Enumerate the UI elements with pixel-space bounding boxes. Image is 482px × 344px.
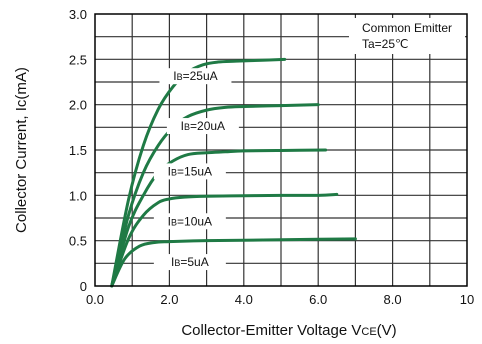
curve-label: IB=5uA [171, 255, 209, 269]
y-tick-label: 0 [80, 279, 87, 294]
ic-curve [110, 237, 357, 288]
ic-curve [110, 103, 320, 288]
x-tick-label: 6.0 [309, 292, 327, 307]
curve-label: IB=25uA [173, 69, 217, 83]
y-tick-label: 1.0 [69, 188, 87, 203]
y-tick-labels: 0 0.5 1.0 1.5 2.0 2.5 3.0 [69, 7, 87, 294]
x-tick-label: 10 [460, 292, 474, 307]
x-tick-label: 0.0 [86, 292, 104, 307]
y-tick-label: 0.5 [69, 234, 87, 249]
annotation-line-1: Common Emitter [362, 21, 452, 35]
annotation-background [349, 18, 465, 54]
curve-label-background [153, 254, 226, 271]
curve-label: IB=20uA [181, 119, 225, 133]
x-tick-label: 8.0 [384, 292, 402, 307]
curve-label-background [159, 68, 232, 85]
curve-label-background [166, 118, 239, 135]
curve-label-background [153, 163, 226, 180]
x-tick-label: 4.0 [235, 292, 253, 307]
x-axis-title-unit: (V) [377, 322, 397, 339]
x-tick-label: 2.0 [160, 292, 178, 307]
curve-label: IB=10uA [168, 214, 212, 228]
y-axis-title: Collector Current, Ic(mA) [13, 67, 30, 233]
ic-curve [110, 192, 339, 288]
plot-frame [94, 13, 468, 287]
ic-curve [110, 148, 328, 288]
y-tick-label: 3.0 [69, 7, 87, 22]
curve-labels: IB=5uA IB=10uA IB=15uA IB=20uA IB=25uA [153, 68, 239, 271]
x-axis-title-subscript: CE [361, 326, 376, 338]
annotation-line-2: Ta=25℃ [362, 37, 409, 51]
annotation-box: Common Emitter Ta=25℃ [349, 18, 465, 54]
curve-label-background [153, 213, 226, 230]
x-axis-title-main: Collector-Emitter Voltage V [181, 322, 361, 339]
y-tick-label: 1.5 [69, 143, 87, 158]
x-axis-title: Collector-Emitter Voltage VCE(V) [181, 322, 396, 339]
y-tick-label: 2.0 [69, 98, 87, 113]
y-tick-label: 2.5 [69, 52, 87, 67]
x-tick-labels: 0.0 2.0 4.0 6.0 8.0 10 [86, 292, 474, 307]
curve-label: IB=15uA [168, 164, 212, 178]
